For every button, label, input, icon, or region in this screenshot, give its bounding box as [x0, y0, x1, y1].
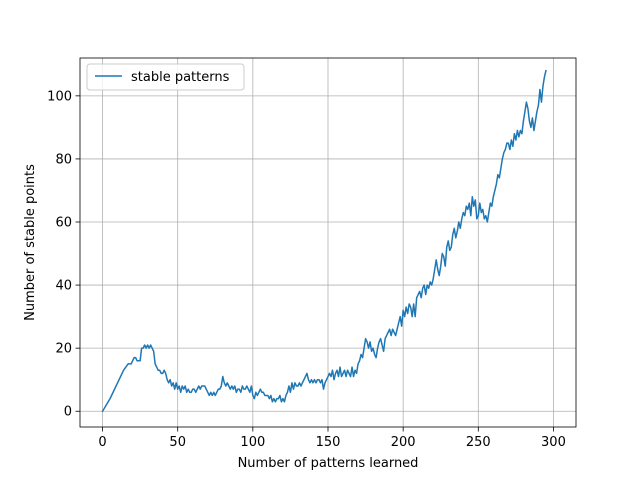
y-tick-label: 100	[47, 89, 72, 104]
x-tick-label: 250	[466, 435, 491, 450]
x-tick-label: 100	[240, 435, 265, 450]
x-tick-label: 200	[391, 435, 416, 450]
x-tick-label: 0	[98, 435, 106, 450]
x-axis-label: Number of patterns learned	[238, 456, 419, 471]
x-axis-ticks: 0 50 100 150 200 250 300	[98, 427, 566, 450]
x-tick-label: 50	[169, 435, 186, 450]
legend: stable patterns	[86, 63, 245, 91]
plot-area	[101, 69, 547, 413]
y-tick-label: 0	[64, 405, 72, 420]
y-tick-label: 40	[55, 279, 72, 294]
y-tick-label: 20	[55, 342, 72, 357]
series-line-stable-patterns	[101, 69, 547, 413]
x-tick-label: 300	[541, 435, 566, 450]
legend-label-stable-patterns: stable patterns	[131, 70, 230, 85]
y-tick-label: 60	[55, 216, 72, 231]
y-axis-label: Number of stable points	[23, 164, 38, 321]
y-axis-ticks: 0 20 40 60 80 100	[47, 89, 80, 420]
legend-box	[86, 63, 245, 91]
y-tick-label: 80	[55, 152, 72, 167]
x-tick-label: 150	[316, 435, 341, 450]
grid-lines	[80, 58, 576, 427]
